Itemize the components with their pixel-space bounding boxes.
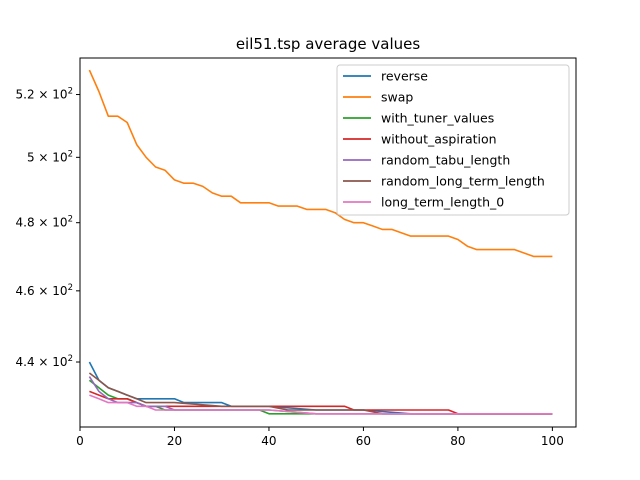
chart-title: eil51.tsp average values — [236, 35, 421, 53]
y-tick-label: 5 × 102 — [27, 149, 73, 164]
legend-label-reverse: reverse — [381, 69, 428, 84]
x-tick-label: 40 — [261, 434, 276, 448]
y-tick-label: 4.6 × 102 — [16, 283, 73, 298]
legend-label-long_term_length_0: long_term_length_0 — [381, 195, 504, 210]
series-line-swap — [88, 69, 553, 258]
x-tick-label: 100 — [541, 434, 564, 448]
legend-label-random_tabu_length: random_tabu_length — [381, 153, 510, 168]
x-tick-label: 20 — [167, 434, 182, 448]
x-tick-label: 60 — [356, 434, 371, 448]
y-tick-label: 5.2 × 102 — [16, 87, 73, 102]
y-tick-label: 4.8 × 102 — [16, 215, 73, 230]
legend-label-without_aspiration: without_aspiration — [381, 132, 497, 147]
y-tick-label: 4.4 × 102 — [16, 354, 73, 369]
series-layer — [88, 69, 553, 415]
x-axis: 0 20 40 60 80 100 — [76, 427, 564, 448]
x-tick-label: 80 — [450, 434, 465, 448]
y-axis: 4.4 × 102 4.6 × 102 4.8 × 102 5 × 102 5.2 × … — [16, 87, 80, 369]
legend: reverse swap with_tuner_values without_aspi… — [336, 64, 570, 216]
series-line-long_term_length_0 — [89, 394, 553, 415]
legend-label-random_long_term_length: random_long_term_length — [381, 174, 545, 189]
legend-label-with_tuner_values: with_tuner_values — [381, 111, 494, 126]
legend-label-swap: swap — [381, 90, 413, 105]
x-tick-label: 0 — [76, 434, 84, 448]
plot-area-frame — [79, 57, 577, 428]
legend-frame — [336, 64, 570, 216]
